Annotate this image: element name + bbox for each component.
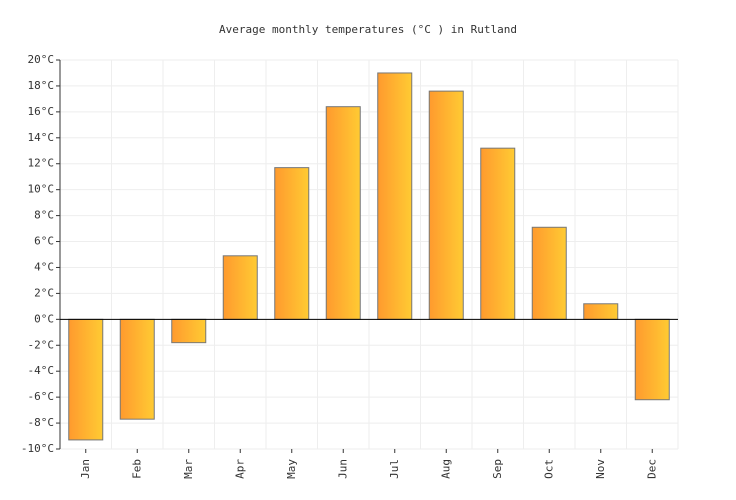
x-tick-label: Apr: [233, 459, 246, 479]
x-tick-label: Oct: [542, 459, 555, 479]
bar: [480, 147, 516, 320]
x-tick-label: Jul: [388, 459, 401, 479]
y-tick-label: 8°C: [34, 209, 54, 222]
bar: [171, 318, 207, 344]
y-tick-label: -6°C: [28, 390, 55, 403]
bar: [222, 255, 258, 320]
x-tick-label: Dec: [645, 459, 658, 479]
y-tick-label: 4°C: [34, 260, 54, 273]
x-tick-label: Jun: [336, 459, 349, 479]
bar: [119, 318, 155, 420]
bar: [634, 318, 670, 401]
y-tick-label: 6°C: [34, 235, 54, 248]
y-tick-label: 18°C: [28, 79, 55, 92]
x-tick-label: Nov: [594, 459, 607, 479]
x-tick-label: Jan: [79, 459, 92, 479]
x-tick-label: Aug: [439, 459, 452, 479]
bar: [377, 72, 413, 320]
y-tick-label: -8°C: [28, 416, 55, 429]
y-tick-label: 12°C: [28, 157, 55, 170]
bar: [531, 226, 567, 320]
x-tick-label: Sep: [491, 459, 504, 479]
y-tick-label: -10°C: [21, 442, 54, 455]
y-tick-label: 20°C: [28, 53, 55, 66]
y-tick-label: -4°C: [28, 364, 55, 377]
x-tick-label: Feb: [130, 459, 143, 479]
x-tick-label: Mar: [182, 459, 195, 479]
bar: [274, 167, 310, 320]
y-tick-label: -2°C: [28, 338, 55, 351]
x-tick-label: May: [285, 459, 298, 479]
bar: [325, 106, 361, 320]
bar: [428, 90, 464, 320]
bar: [68, 318, 104, 441]
bar: [583, 303, 619, 320]
y-tick-label: 10°C: [28, 183, 55, 196]
y-tick-label: 0°C: [34, 312, 54, 325]
y-tick-label: 16°C: [28, 105, 55, 118]
y-tick-label: 14°C: [28, 131, 55, 144]
y-tick-label: 2°C: [34, 286, 54, 299]
chart-title: Average monthly temperatures (°C ) in Ru…: [219, 23, 517, 36]
